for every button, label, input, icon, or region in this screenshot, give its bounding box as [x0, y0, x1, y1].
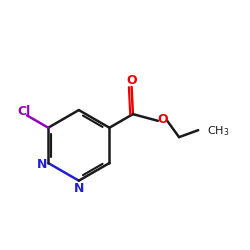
Text: O: O: [126, 74, 137, 87]
Text: Cl: Cl: [18, 106, 31, 118]
Text: N: N: [37, 158, 48, 171]
Text: CH$_3$: CH$_3$: [207, 124, 230, 138]
Text: O: O: [157, 114, 168, 126]
Text: N: N: [74, 182, 84, 195]
